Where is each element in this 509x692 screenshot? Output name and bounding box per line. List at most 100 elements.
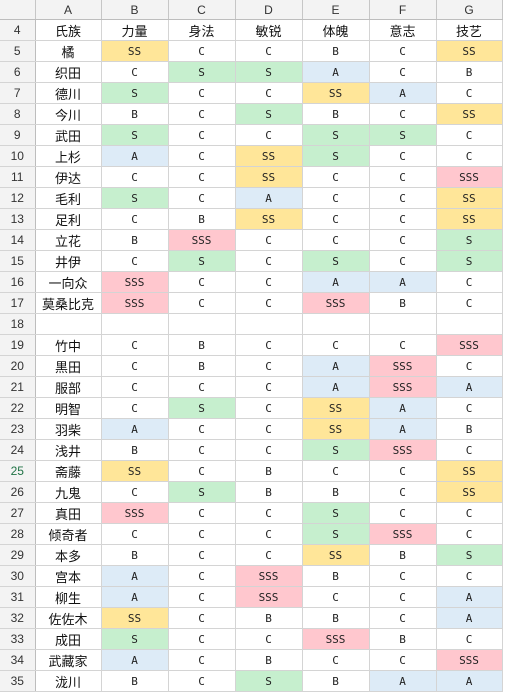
grade-cell[interactable]: C (436, 565, 503, 587)
grade-cell[interactable]: B (369, 544, 437, 566)
row-number[interactable]: 27 (0, 502, 36, 524)
clan-cell[interactable]: 服部 (35, 376, 102, 398)
grade-cell[interactable]: C (168, 292, 236, 314)
grade-cell[interactable]: B (101, 670, 169, 692)
grade-cell[interactable]: A (235, 187, 303, 209)
grade-cell[interactable]: C (302, 460, 370, 482)
row-number[interactable]: 11 (0, 166, 36, 188)
grade-cell[interactable]: C (168, 103, 236, 125)
grade-cell[interactable]: B (101, 229, 169, 251)
grade-cell[interactable]: S (302, 250, 370, 272)
row-number[interactable]: 16 (0, 271, 36, 293)
grade-cell[interactable]: C (436, 439, 503, 461)
grade-cell[interactable] (302, 313, 370, 335)
grade-cell[interactable]: SS (436, 481, 503, 503)
grade-cell[interactable]: B (168, 208, 236, 230)
grade-cell[interactable]: C (168, 586, 236, 608)
grade-cell[interactable]: B (235, 460, 303, 482)
grade-cell[interactable]: C (436, 397, 503, 419)
grade-cell[interactable]: B (302, 481, 370, 503)
grade-cell[interactable]: S (369, 124, 437, 146)
header-cell-agility[interactable]: 身法 (168, 19, 236, 41)
row-number[interactable]: 12 (0, 187, 36, 209)
grade-cell[interactable]: A (101, 418, 169, 440)
clan-cell[interactable]: 伊达 (35, 166, 102, 188)
grade-cell[interactable]: SS (436, 187, 503, 209)
grade-cell[interactable]: C (235, 418, 303, 440)
grade-cell[interactable]: C (235, 229, 303, 251)
grade-cell[interactable]: C (436, 628, 503, 650)
grade-cell[interactable]: C (235, 355, 303, 377)
grade-cell[interactable]: S (436, 229, 503, 251)
grade-cell[interactable]: SSS (168, 229, 236, 251)
grade-cell[interactable]: C (302, 334, 370, 356)
grade-cell[interactable]: S (168, 481, 236, 503)
grade-cell[interactable]: A (369, 670, 437, 692)
grade-cell[interactable]: C (235, 40, 303, 62)
clan-cell[interactable]: 真田 (35, 502, 102, 524)
grade-cell[interactable]: C (168, 628, 236, 650)
grade-cell[interactable]: C (168, 166, 236, 188)
grade-cell[interactable]: C (369, 565, 437, 587)
grade-cell[interactable]: B (235, 607, 303, 629)
grade-cell[interactable]: C (235, 124, 303, 146)
grade-cell[interactable]: C (168, 460, 236, 482)
grade-cell[interactable]: B (369, 292, 437, 314)
grade-cell[interactable]: C (436, 523, 503, 545)
grade-cell[interactable]: A (436, 376, 503, 398)
grade-cell[interactable]: C (168, 544, 236, 566)
clan-cell[interactable]: 井伊 (35, 250, 102, 272)
row-number[interactable]: 6 (0, 61, 36, 83)
grade-cell[interactable]: C (369, 649, 437, 671)
grade-cell[interactable]: SSS (436, 334, 503, 356)
clan-cell[interactable]: 成田 (35, 628, 102, 650)
grade-cell[interactable]: A (101, 649, 169, 671)
grade-cell[interactable]: A (101, 145, 169, 167)
grade-cell[interactable]: C (235, 271, 303, 293)
grade-cell[interactable]: C (302, 208, 370, 230)
grade-cell[interactable]: SS (436, 460, 503, 482)
grade-cell[interactable]: SSS (369, 355, 437, 377)
clan-cell[interactable]: 武田 (35, 124, 102, 146)
grade-cell[interactable]: C (436, 355, 503, 377)
grade-cell[interactable]: B (302, 607, 370, 629)
grade-cell[interactable] (235, 313, 303, 335)
grade-cell[interactable]: C (369, 61, 437, 83)
clan-cell[interactable]: 本多 (35, 544, 102, 566)
clan-cell[interactable]: 毛利 (35, 187, 102, 209)
grade-cell[interactable]: A (436, 607, 503, 629)
grade-cell[interactable]: C (168, 82, 236, 104)
grade-cell[interactable] (369, 313, 437, 335)
grade-cell[interactable]: B (235, 649, 303, 671)
clan-cell[interactable]: 明智 (35, 397, 102, 419)
grade-cell[interactable]: C (369, 607, 437, 629)
grade-cell[interactable]: C (436, 292, 503, 314)
grade-cell[interactable]: C (168, 40, 236, 62)
grade-cell[interactable]: B (436, 418, 503, 440)
clan-cell[interactable]: 倾奇者 (35, 523, 102, 545)
row-number[interactable]: 17 (0, 292, 36, 314)
row-number[interactable]: 24 (0, 439, 36, 461)
row-number[interactable]: 26 (0, 481, 36, 503)
grade-cell[interactable]: B (302, 103, 370, 125)
clan-cell[interactable]: 立花 (35, 229, 102, 251)
clan-cell[interactable]: 德川 (35, 82, 102, 104)
grade-cell[interactable]: C (168, 565, 236, 587)
grade-cell[interactable]: SSS (436, 166, 503, 188)
grade-cell[interactable]: SS (235, 166, 303, 188)
column-header-b[interactable]: B (101, 0, 169, 20)
grade-cell[interactable]: C (235, 334, 303, 356)
row-number[interactable]: 30 (0, 565, 36, 587)
grade-cell[interactable]: SS (302, 418, 370, 440)
row-number[interactable]: 5 (0, 40, 36, 62)
grade-cell[interactable]: C (168, 124, 236, 146)
header-cell-clan[interactable]: 氏族 (35, 19, 102, 41)
grade-cell[interactable] (168, 313, 236, 335)
row-number[interactable]: 7 (0, 82, 36, 104)
clan-cell[interactable]: 竹中 (35, 334, 102, 356)
clan-cell[interactable]: 莫桑比克 (35, 292, 102, 314)
grade-cell[interactable]: A (302, 271, 370, 293)
row-number[interactable]: 14 (0, 229, 36, 251)
grade-cell[interactable]: B (168, 355, 236, 377)
row-number[interactable]: 20 (0, 355, 36, 377)
